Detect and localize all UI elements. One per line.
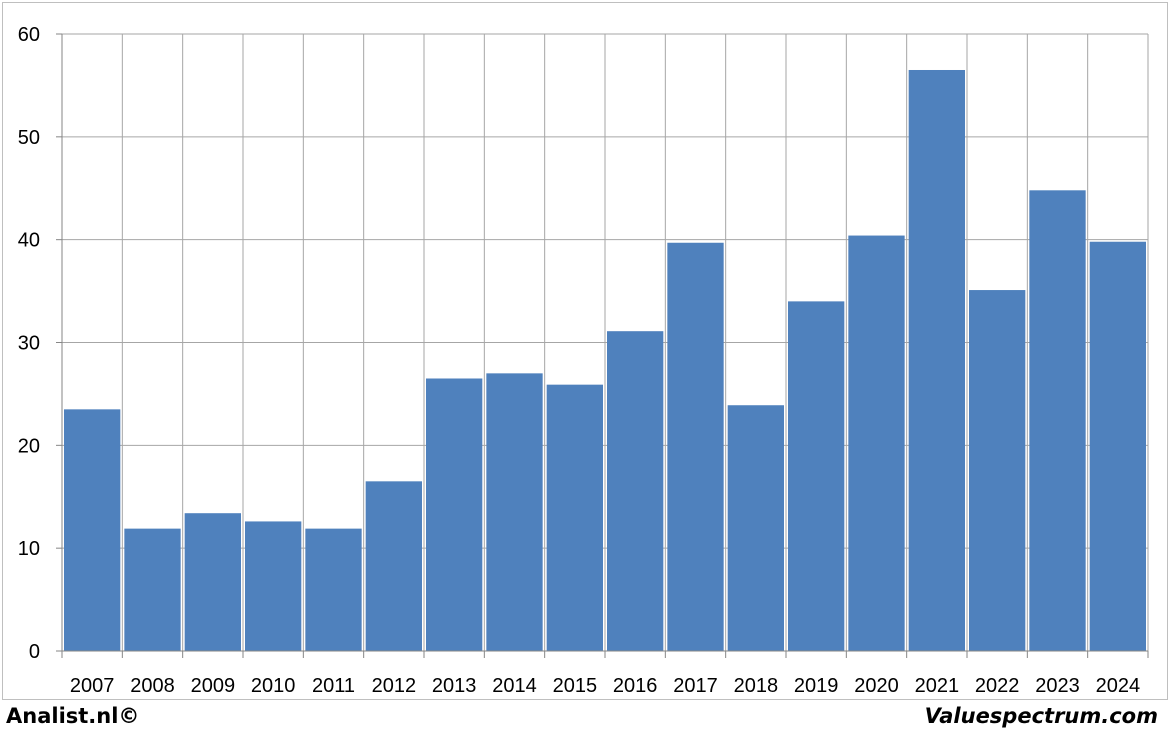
bar-2020: [848, 235, 905, 651]
y-tick-label: 50: [18, 127, 40, 149]
x-tick-label: 2014: [492, 675, 537, 697]
bar-2012: [365, 481, 422, 651]
grid: [62, 33, 1149, 651]
bar-2014: [486, 373, 543, 651]
bar-2009: [184, 513, 241, 651]
x-tick-label: 2010: [251, 675, 296, 697]
x-tick-label: 2019: [794, 675, 839, 697]
footer-left-brand: Analist.nl©: [6, 704, 140, 728]
bar-2015: [546, 384, 603, 651]
bar-2007: [64, 409, 121, 651]
bars: [64, 69, 1146, 652]
bar-2008: [124, 528, 181, 651]
x-tick-label: 2008: [130, 675, 175, 697]
x-tick-label: 2009: [191, 675, 236, 697]
bar-2017: [667, 242, 724, 652]
x-tick-label: 2024: [1096, 675, 1141, 697]
x-tick-label: 2017: [673, 675, 718, 697]
bar-2023: [1029, 190, 1086, 651]
y-tick-label: 20: [18, 435, 40, 457]
bar-2010: [245, 521, 302, 651]
bar-2013: [426, 378, 483, 651]
bar-2016: [607, 331, 664, 651]
x-tick-label: 2013: [432, 675, 477, 697]
x-tick-label: 2016: [613, 675, 658, 697]
x-tick-label: 2012: [372, 675, 417, 697]
bar-2024: [1089, 241, 1146, 651]
y-tick-label: 30: [18, 333, 40, 355]
x-tick-label: 2015: [553, 675, 598, 697]
y-tick-label: 0: [29, 641, 40, 663]
x-tick-label: 2011: [312, 675, 355, 697]
x-tick-label: 2023: [1035, 675, 1080, 697]
axes: [56, 33, 1149, 658]
y-tick-label: 10: [18, 538, 40, 560]
x-tick-label: 2022: [975, 675, 1020, 697]
bar-2019: [788, 301, 845, 651]
x-tick-label: 2018: [734, 675, 779, 697]
x-tick-label: 2020: [854, 675, 899, 697]
x-tick-label: 2021: [915, 675, 960, 697]
y-tick-label: 40: [18, 230, 40, 252]
y-tick-labels: 0 10 20 30 40 50 60: [18, 24, 40, 663]
x-tick-labels: 2007 2008 2009 2010 2011 2012 2013 2014 2015 2016…: [70, 675, 1140, 697]
bar-2021: [908, 69, 965, 651]
bar-2018: [727, 405, 784, 651]
footer-right-brand: Valuespectrum.com: [924, 704, 1158, 728]
y-tick-label: 60: [18, 24, 40, 46]
x-tick-label: 2007: [70, 675, 115, 697]
bar-2022: [969, 290, 1026, 651]
bar-2011: [305, 528, 362, 651]
